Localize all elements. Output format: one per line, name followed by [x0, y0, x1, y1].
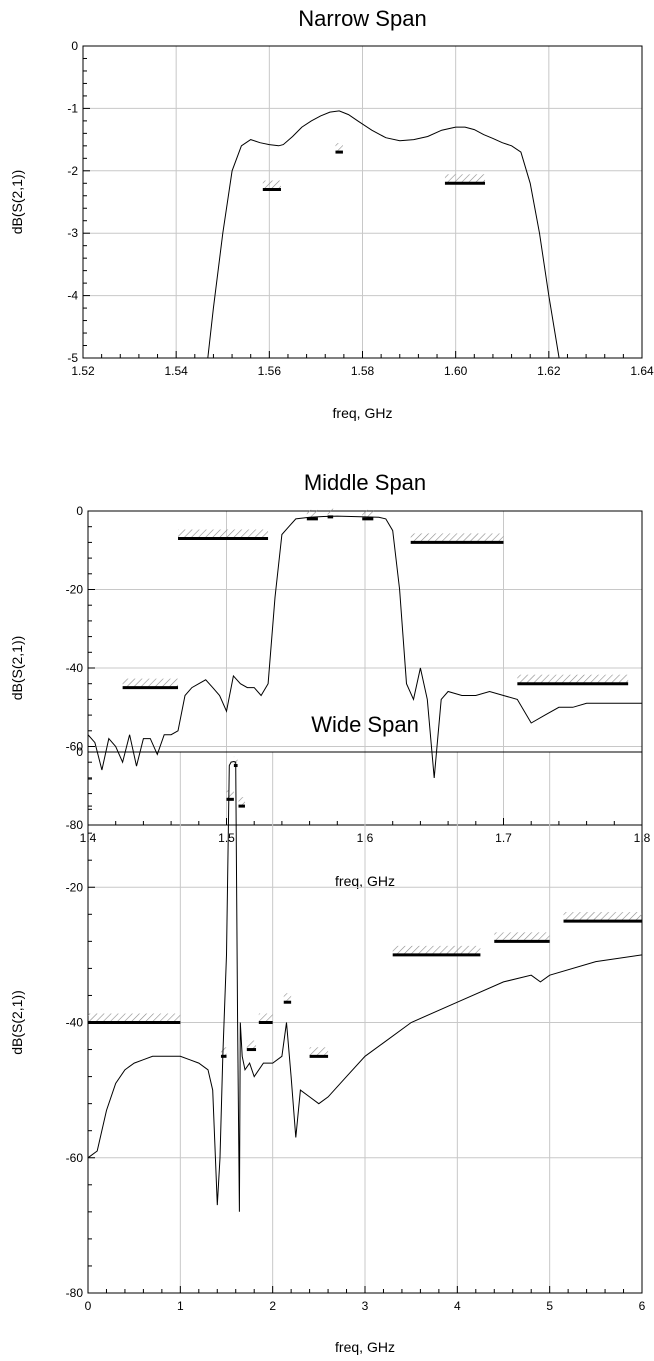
chart-title: Middle Span	[304, 470, 426, 495]
limit-hatch	[238, 797, 245, 806]
y-tick-label: -80	[66, 818, 84, 832]
limit-hatch	[306, 509, 318, 518]
y-tick-label: -80	[66, 1286, 84, 1300]
y-tick-label: -40	[66, 661, 84, 675]
x-tick-label: 4	[454, 1299, 461, 1313]
x-tick-label: 5	[546, 1299, 553, 1313]
limit-hatch	[362, 509, 374, 518]
limit-hatch	[258, 1013, 273, 1022]
x-tick-label: 0	[85, 1299, 92, 1313]
limit-hatch	[122, 678, 179, 687]
limit-hatch	[517, 674, 629, 683]
y-tick-label: 0	[71, 39, 78, 53]
x-axis-label: freq, GHz	[335, 1339, 395, 1355]
limit-hatch	[410, 533, 504, 542]
y-tick-label: -40	[66, 1016, 84, 1030]
plot-frame	[82, 45, 643, 359]
y-tick-label: -20	[66, 880, 84, 894]
chart-2: 0 1 2 3 4 5 6 -80 -60 -40 -20 0 Wide Span freq, GHz dB…	[9, 712, 646, 1355]
x-tick-label: 1.5	[218, 831, 235, 845]
x-tick-label: 1.56	[258, 364, 282, 378]
x-tick-label: 1.60	[444, 364, 468, 378]
limit-hatch	[563, 912, 642, 921]
x-tick-label: 1.58	[351, 364, 375, 378]
x-tick-label: 1.62	[537, 364, 561, 378]
x-tick-label: 1	[177, 1299, 184, 1313]
y-tick-label: -4	[67, 289, 78, 303]
limit-hatch	[178, 529, 269, 538]
y-tick-label: -60	[66, 740, 84, 754]
y-tick-label: 0	[76, 745, 83, 759]
limit-hatch	[220, 1047, 227, 1056]
series-line	[88, 760, 642, 1212]
x-tick-label: 6	[639, 1299, 646, 1313]
limit-hatch	[226, 790, 234, 799]
y-tick-label: -20	[66, 583, 84, 597]
chart-0: 1.52 1.54 1.56 1.58 1.60 1.62 1.64 -5 -4 -3 -2 -1 0 N…	[9, 6, 654, 421]
limit-hatch	[494, 932, 550, 941]
y-tick-label: -5	[67, 351, 78, 365]
y-tick-label: -1	[67, 101, 78, 115]
limit-hatch	[246, 1040, 257, 1049]
x-tick-label: 2	[269, 1299, 276, 1313]
x-tick-label: 1.52	[71, 364, 95, 378]
y-tick-label: 0	[76, 504, 83, 518]
limit-hatch	[88, 1013, 181, 1022]
limit-hatch	[233, 756, 238, 765]
limit-hatch	[262, 180, 281, 189]
y-axis-label: dB(S(2,1))	[9, 636, 25, 701]
y-tick-label: -60	[66, 1151, 84, 1165]
x-axis-label: freq, GHz	[333, 405, 393, 421]
limit-hatch	[444, 174, 486, 183]
limit-hatch	[309, 1047, 329, 1056]
x-tick-label: 1.7	[495, 831, 512, 845]
y-axis-label: dB(S(2,1))	[9, 170, 25, 235]
limit-hatch	[283, 993, 292, 1002]
y-axis-label: dB(S(2,1))	[9, 990, 25, 1055]
series-line	[207, 110, 560, 358]
limit-hatch	[327, 507, 334, 516]
limit-hatch	[392, 945, 481, 954]
y-tick-label: -3	[67, 226, 78, 240]
x-tick-label: 1.64	[630, 364, 654, 378]
chart-title: Wide Span	[311, 712, 419, 737]
limit-hatch	[335, 143, 343, 152]
x-tick-label: 1.54	[164, 364, 188, 378]
x-tick-label: 3	[362, 1299, 369, 1313]
series-line	[88, 515, 642, 778]
y-tick-label: -2	[67, 164, 78, 178]
chart-title: Narrow Span	[298, 6, 426, 31]
